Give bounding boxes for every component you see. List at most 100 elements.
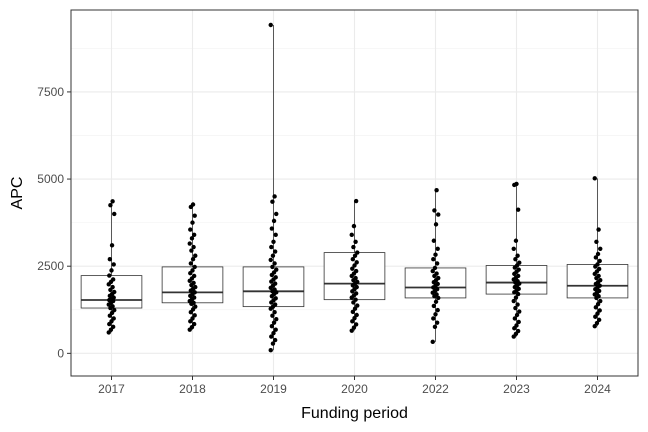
data-point — [189, 236, 195, 241]
data-point — [516, 319, 521, 325]
data-point — [355, 250, 360, 255]
data-point — [592, 176, 597, 181]
data-point — [433, 252, 438, 257]
data-point — [354, 312, 359, 318]
y-axis-title: APC — [9, 177, 26, 210]
data-point — [272, 302, 278, 307]
data-point — [515, 207, 521, 212]
data-point — [593, 314, 598, 319]
data-point — [271, 239, 276, 244]
data-point — [274, 267, 279, 272]
points-2022 — [430, 188, 441, 345]
data-point — [595, 262, 600, 267]
data-point — [270, 199, 275, 204]
points-2023 — [511, 181, 522, 339]
data-point — [351, 325, 357, 330]
points-2019 — [268, 22, 279, 353]
data-point — [268, 348, 273, 353]
data-point — [273, 327, 278, 332]
data-point — [190, 316, 195, 321]
data-point — [514, 323, 519, 328]
data-point — [352, 306, 358, 311]
data-point — [268, 22, 273, 28]
data-point — [352, 315, 357, 321]
data-point — [112, 307, 117, 313]
points-2024 — [592, 176, 603, 329]
data-point — [110, 199, 115, 204]
data-point — [189, 325, 195, 330]
data-point — [596, 227, 601, 232]
y-tick-label: 2500 — [37, 259, 64, 273]
data-point — [432, 324, 438, 330]
data-point — [431, 238, 437, 243]
data-point — [190, 257, 196, 262]
data-point — [434, 292, 439, 297]
data-point — [596, 273, 601, 279]
data-point — [598, 298, 603, 304]
x-tick-label: 2022 — [422, 382, 449, 396]
data-point — [191, 232, 197, 238]
x-tick-label: 2020 — [341, 382, 368, 396]
data-point — [435, 281, 440, 287]
data-point — [192, 213, 197, 218]
data-point — [271, 218, 277, 224]
data-point — [191, 273, 197, 279]
data-point — [430, 268, 435, 274]
data-point — [595, 301, 601, 307]
data-point — [273, 275, 278, 280]
data-point — [598, 246, 603, 251]
data-point — [513, 305, 518, 311]
data-point — [355, 303, 360, 308]
data-point — [193, 253, 198, 258]
data-point — [512, 316, 518, 321]
data-point — [596, 288, 602, 294]
data-point — [597, 283, 602, 288]
data-point — [270, 341, 276, 346]
data-point — [597, 308, 602, 313]
data-point — [511, 298, 516, 304]
data-point — [107, 273, 112, 278]
data-point — [517, 309, 522, 314]
data-point — [432, 208, 437, 213]
data-point — [433, 222, 439, 227]
data-point — [112, 289, 117, 295]
data-point — [272, 281, 278, 286]
data-point — [274, 211, 279, 217]
data-point — [111, 295, 116, 300]
data-point — [592, 323, 597, 329]
x-tick-label: 2024 — [584, 382, 611, 396]
points-2018 — [187, 202, 198, 332]
data-point — [272, 287, 277, 292]
data-point — [110, 304, 115, 309]
data-point — [515, 328, 521, 334]
data-point — [351, 244, 356, 250]
data-point — [350, 266, 355, 271]
data-point — [354, 284, 359, 290]
data-point — [353, 322, 359, 327]
data-point — [517, 260, 522, 265]
data-point — [187, 241, 192, 246]
data-point — [273, 296, 278, 301]
data-point — [432, 265, 438, 271]
data-point — [353, 239, 358, 244]
data-point — [191, 321, 197, 327]
y-tick-label: 5000 — [37, 172, 64, 186]
data-point — [516, 267, 521, 272]
data-point — [192, 290, 197, 295]
data-point — [354, 260, 359, 265]
data-point — [191, 300, 196, 305]
data-point — [598, 277, 603, 283]
data-point — [272, 337, 278, 343]
data-point — [269, 323, 275, 329]
data-point — [350, 309, 356, 315]
data-point — [271, 320, 277, 325]
data-point — [515, 253, 520, 258]
data-point — [595, 311, 600, 316]
x-axis-ticks: 2017 2018 2019 2020 2022 2023 2024 — [98, 376, 611, 396]
data-point — [189, 248, 194, 253]
data-point — [108, 203, 113, 208]
data-point — [595, 251, 601, 257]
data-point — [434, 188, 439, 193]
data-point — [515, 291, 521, 297]
data-point — [514, 181, 519, 187]
